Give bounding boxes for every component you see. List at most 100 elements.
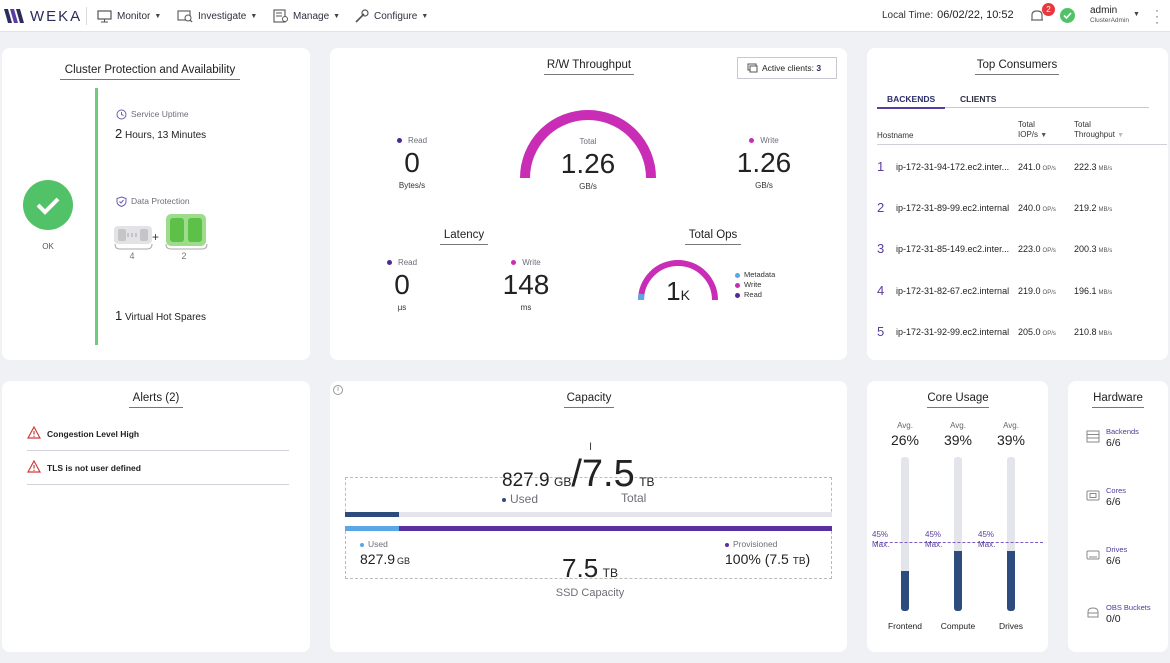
uptime-label: Service Uptime — [131, 109, 189, 119]
legend-metadata: Metadata — [735, 270, 775, 280]
row-rank: 3 — [877, 241, 885, 256]
throughput-read: Read 0 Bytes/s — [380, 136, 444, 190]
chevron-down-icon: ▼ — [421, 12, 429, 20]
row-iops: 219.0 OP/s — [1018, 286, 1056, 296]
bracket-lines — [114, 244, 208, 250]
hardware-value: 6/6 — [1106, 496, 1121, 508]
info-icon[interactable]: i — [333, 385, 343, 395]
header-divider — [877, 144, 1167, 145]
warning-icon — [27, 460, 41, 473]
col-total-throughput[interactable]: Total Throughput ▼ — [1074, 120, 1125, 139]
row-hostname: ip-172-31-82-67.ec2.internal — [896, 286, 1010, 296]
user-menu[interactable]: admin ClusterAdmin — [1090, 6, 1129, 25]
table-row[interactable]: 2 ip-172-31-89-99.ec2.internal 240.0 OP/s… — [867, 195, 1168, 235]
core-column-compute: Avg. 39% 45% Max. Compute — [925, 421, 990, 631]
throughput-total: Total 1.26 GB/s — [538, 137, 638, 191]
legend-read: Read — [735, 290, 775, 300]
throughput-read-label: Read — [407, 136, 428, 145]
row-rank: 1 — [877, 159, 885, 174]
throughput-read-unit: Bytes/s — [398, 181, 426, 190]
total-value: /7.5 — [571, 453, 635, 495]
core-column-drives: Avg. 39% 45% Max. Drives — [978, 421, 1043, 631]
nav-manage[interactable]: Manage ▼ — [272, 0, 340, 32]
throughput-write-unit: GB/s — [755, 181, 773, 190]
hardware-title: Hardware — [1092, 392, 1144, 408]
table-row[interactable]: 5 ip-172-31-92-99.ec2.internal 205.0 OP/s… — [867, 319, 1168, 359]
col-hostname[interactable]: Hostname — [877, 131, 914, 140]
nav-investigate[interactable]: Investigate ▼ — [177, 0, 257, 32]
local-time-value: 06/02/22, 10:52 — [937, 9, 1014, 21]
weka-logo-icon — [4, 9, 24, 23]
total-ops-gauge — [638, 260, 718, 301]
table-row[interactable]: 4 ip-172-31-82-67.ec2.internal 219.0 OP/s… — [867, 278, 1168, 318]
max-marker-line — [875, 541, 937, 543]
top-bar: WEKA Monitor ▼ Investigate ▼ Manage ▼ Co… — [0, 0, 1170, 32]
latency-title: Latency — [440, 229, 488, 245]
used-unit: GB — [554, 475, 572, 489]
ssd-box — [345, 531, 832, 579]
weka-logo[interactable]: WEKA — [4, 7, 82, 25]
hot-spares-number: 1 — [115, 308, 123, 323]
core-usage-fill — [1007, 550, 1015, 611]
table-row[interactable]: 1 ip-172-31-94-172.ec2.inter... 241.0 OP/… — [867, 154, 1168, 194]
clients-icon — [747, 63, 758, 73]
nav-investigate-label: Investigate — [198, 10, 247, 22]
col-total-iops[interactable]: Total IOP/s ▼ — [1018, 120, 1048, 139]
hardware-value: 6/6 — [1106, 437, 1121, 449]
hardware-value: 0/0 — [1106, 613, 1121, 625]
total-ops-title: Total Ops — [685, 229, 741, 245]
core-avg-label: Avg. — [897, 421, 913, 430]
status-label: OK — [42, 242, 54, 251]
alerts-card: Alerts (2) Congestion Level High TLS is … — [2, 381, 310, 652]
notifications-icon[interactable] — [1029, 8, 1045, 24]
row-iops: 241.0 OP/s — [1018, 162, 1056, 172]
alert-text: Congestion Level High — [47, 429, 140, 439]
ssd-capacity: 7.5 TB SSD Capacity — [555, 553, 625, 599]
drive-icon — [1086, 550, 1100, 560]
logo-text: WEKA — [30, 7, 83, 25]
chevron-down-icon: ▼ — [250, 12, 258, 20]
row-rank: 5 — [877, 324, 885, 339]
total-ops-unit: K — [680, 287, 690, 303]
data-protection-label: Data Protection — [131, 196, 190, 206]
table-row[interactable]: 3 ip-172-31-85-149.ec2.inter... 223.0 OP/… — [867, 236, 1168, 276]
throughput-total-unit: GB/s — [579, 182, 597, 191]
latency-read: Read 0 µs — [370, 258, 434, 312]
uptime-text: Hours, 13 Minutes — [125, 130, 207, 141]
active-clients-box[interactable]: Active clients: 3 — [737, 57, 837, 79]
top-consumers-card: Top Consumers BACKENDS CLIENTS Hostname … — [867, 48, 1168, 360]
cluster-status-icon[interactable] — [1060, 8, 1075, 23]
core-avg-value: 39% — [996, 432, 1026, 448]
capacity-title: Capacity — [564, 392, 614, 408]
ssd-bar-track — [345, 526, 832, 531]
hot-spares: 1 Virtual Hot Spares — [115, 308, 206, 323]
nav-configure[interactable]: Configure ▼ — [353, 0, 428, 32]
max-marker-label: 45% Max. — [978, 529, 996, 549]
cpu-icon — [1086, 490, 1100, 501]
row-rank: 4 — [877, 283, 885, 298]
throughput-card: R/W Throughput Active clients: 3 Read 0 … — [330, 48, 847, 360]
tab-clients[interactable]: CLIENTS — [960, 94, 997, 104]
core-name: Drives — [998, 621, 1024, 631]
chevron-down-icon: ▼ — [333, 12, 341, 20]
nav-monitor[interactable]: Monitor ▼ — [96, 0, 161, 32]
core-column-frontend: Avg. 26% 45% Max. Frontend — [872, 421, 937, 631]
core-usage-bar — [1007, 457, 1015, 611]
throughput-write-label: Write — [760, 136, 779, 145]
row-hostname: ip-172-31-94-172.ec2.inter... — [896, 162, 1010, 172]
chevron-down-icon[interactable]: ▼ — [1133, 11, 1140, 18]
nav-manage-label: Manage — [293, 10, 330, 22]
tab-backends[interactable]: BACKENDS — [887, 94, 936, 104]
throughput-title: R/W Throughput — [544, 59, 634, 75]
nav-configure-label: Configure — [374, 10, 418, 22]
ssd-used: Used 827.9 GB — [360, 539, 411, 567]
row-rank: 2 — [877, 200, 885, 215]
more-options-icon[interactable]: · · · — [1155, 3, 1159, 29]
core-avg-label: Avg. — [1003, 421, 1019, 430]
throughput-write-value: 1.26 — [736, 147, 792, 178]
alert-item[interactable]: TLS is not user defined — [27, 451, 289, 485]
nav-monitor-label: Monitor — [117, 10, 151, 22]
core-usage-fill — [901, 570, 909, 611]
bucket-icon — [1087, 607, 1099, 618]
alert-item[interactable]: Congestion Level High — [27, 417, 289, 451]
